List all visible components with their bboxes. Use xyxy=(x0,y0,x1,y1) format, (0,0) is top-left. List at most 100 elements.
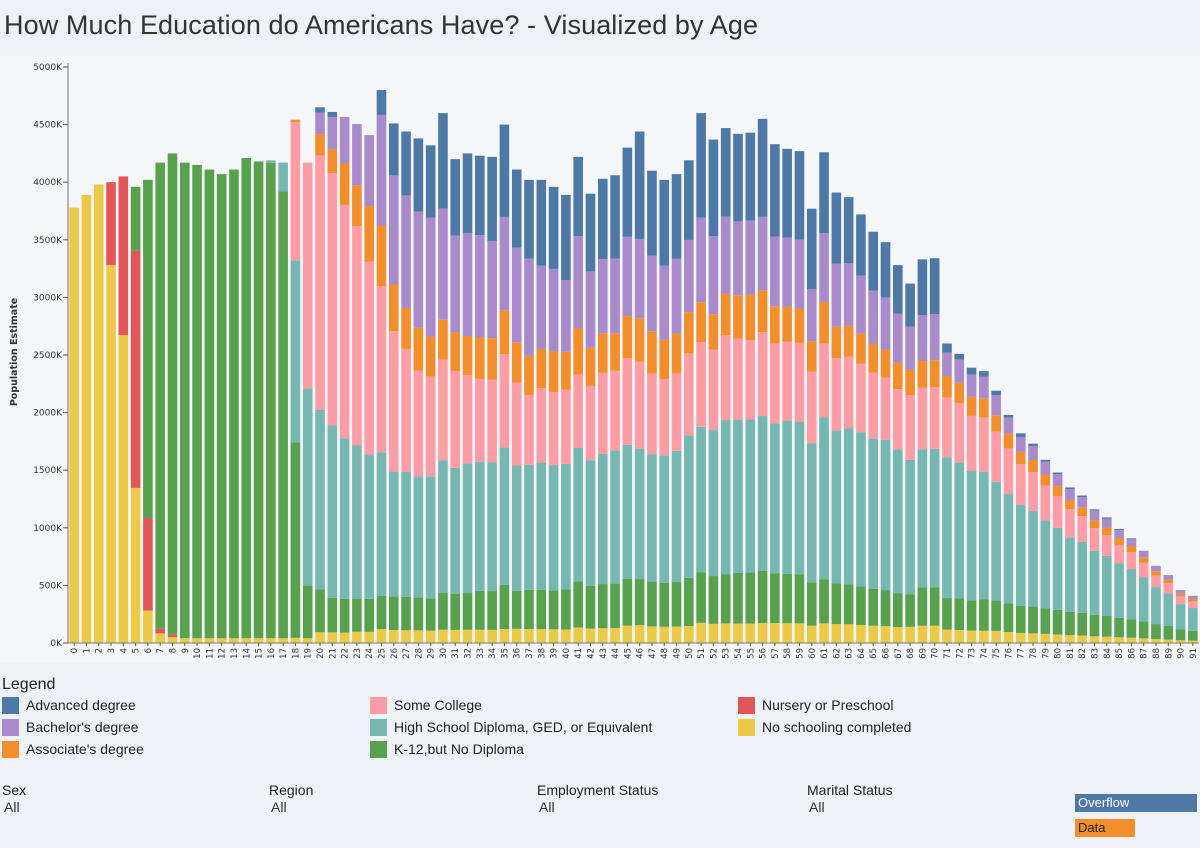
bar-stack-age-56[interactable] xyxy=(757,118,768,643)
bar-segment[interactable] xyxy=(327,597,338,633)
bar-segment[interactable] xyxy=(954,629,965,643)
bar-segment[interactable] xyxy=(819,579,829,624)
bar-segment[interactable] xyxy=(511,382,522,466)
bar-segment[interactable] xyxy=(929,258,940,315)
bar-segment[interactable] xyxy=(1188,599,1198,602)
bar-segment[interactable] xyxy=(843,356,854,429)
bar-segment[interactable] xyxy=(1052,472,1063,475)
bar-segment[interactable] xyxy=(684,160,694,240)
bar-segment[interactable] xyxy=(991,390,1001,395)
filter-employment-status[interactable]: Employment Status All xyxy=(537,782,787,816)
bar-segment[interactable] xyxy=(708,139,719,237)
bar-segment[interactable] xyxy=(720,420,731,575)
bar-segment[interactable] xyxy=(942,343,952,353)
bar-segment[interactable] xyxy=(880,242,891,298)
bar-segment[interactable] xyxy=(806,625,817,643)
bar-segment[interactable] xyxy=(917,449,928,588)
bar-segment[interactable] xyxy=(1188,601,1198,609)
bar-segment[interactable] xyxy=(671,258,682,334)
bar-segment[interactable] xyxy=(708,349,719,431)
bar-segment[interactable] xyxy=(339,116,350,164)
bar-segment[interactable] xyxy=(511,465,522,591)
bar-segment[interactable] xyxy=(942,376,952,398)
bar-segment[interactable] xyxy=(1163,583,1174,594)
bar-segment[interactable] xyxy=(942,629,952,643)
bar-segment[interactable] xyxy=(450,371,461,468)
bar-segment[interactable] xyxy=(278,162,288,192)
bar-segment[interactable] xyxy=(733,221,743,296)
bar-segment[interactable] xyxy=(376,114,387,226)
bar-segment[interactable] xyxy=(204,169,215,639)
bar-stack-age-37[interactable] xyxy=(524,179,534,643)
bar-segment[interactable] xyxy=(1040,459,1051,462)
bar-segment[interactable] xyxy=(1089,510,1100,521)
bar-segment[interactable] xyxy=(1114,544,1124,564)
bar-segment[interactable] xyxy=(671,174,682,259)
bar-segment[interactable] xyxy=(745,419,756,573)
bar-segment[interactable] xyxy=(487,462,497,591)
bar-segment[interactable] xyxy=(733,338,743,420)
bar-segment[interactable] xyxy=(487,156,497,241)
bar-segment[interactable] xyxy=(684,577,694,627)
bar-segment[interactable] xyxy=(1138,557,1149,563)
bar-stack-age-83[interactable] xyxy=(1089,509,1100,643)
bar-segment[interactable] xyxy=(548,268,559,352)
bar-stack-age-39[interactable] xyxy=(548,186,559,643)
bar-segment[interactable] xyxy=(868,625,879,643)
bar-segment[interactable] xyxy=(745,340,756,420)
bar-segment[interactable] xyxy=(696,426,706,573)
bar-segment[interactable] xyxy=(1126,619,1137,638)
bar-stack-age-8[interactable] xyxy=(167,153,178,643)
bar-segment[interactable] xyxy=(339,438,350,599)
bar-segment[interactable] xyxy=(438,359,448,461)
bar-stack-age-20[interactable] xyxy=(315,107,325,643)
bar-segment[interactable] xyxy=(622,444,633,579)
bar-segment[interactable] xyxy=(684,435,694,578)
bar-segment[interactable] xyxy=(290,122,301,261)
bar-segment[interactable] xyxy=(856,275,866,334)
bar-segment[interactable] xyxy=(979,630,989,643)
bar-segment[interactable] xyxy=(831,430,842,584)
bar-stack-age-51[interactable] xyxy=(696,113,706,643)
bar-segment[interactable] xyxy=(733,295,743,339)
bar-segment[interactable] xyxy=(1003,494,1014,604)
bar-segment[interactable] xyxy=(708,236,719,315)
bar-segment[interactable] xyxy=(696,113,706,218)
bar-segment[interactable] xyxy=(573,447,583,582)
bar-segment[interactable] xyxy=(229,638,239,643)
bar-stack-age-11[interactable] xyxy=(204,169,215,643)
bar-segment[interactable] xyxy=(573,374,583,448)
bar-segment[interactable] xyxy=(929,587,940,626)
bar-segment[interactable] xyxy=(536,462,547,590)
bar-segment[interactable] xyxy=(155,633,165,643)
bar-segment[interactable] xyxy=(843,584,854,625)
bar-segment[interactable] xyxy=(880,590,891,627)
bar-segment[interactable] xyxy=(364,598,374,632)
bar-segment[interactable] xyxy=(106,182,116,266)
bar-segment[interactable] xyxy=(671,626,682,643)
bar-segment[interactable] xyxy=(1040,461,1051,475)
bar-segment[interactable] xyxy=(696,217,706,303)
bar-segment[interactable] xyxy=(1040,608,1051,634)
bar-segment[interactable] xyxy=(585,347,596,387)
bar-segment[interactable] xyxy=(315,134,325,156)
bar-segment[interactable] xyxy=(782,623,792,643)
bar-segment[interactable] xyxy=(475,629,485,643)
bar-segment[interactable] xyxy=(745,220,756,295)
bar-segment[interactable] xyxy=(1089,550,1100,615)
legend-item[interactable]: Some College xyxy=(370,696,482,714)
bar-segment[interactable] xyxy=(954,382,965,403)
bar-segment[interactable] xyxy=(905,459,915,595)
bar-segment[interactable] xyxy=(954,353,965,360)
bar-segment[interactable] xyxy=(376,286,387,453)
bar-segment[interactable] xyxy=(597,454,608,585)
bar-segment[interactable] xyxy=(1003,414,1014,418)
bar-segment[interactable] xyxy=(1015,451,1026,465)
bar-segment[interactable] xyxy=(794,342,805,422)
bar-segment[interactable] xyxy=(462,336,473,376)
bar-segment[interactable] xyxy=(585,271,596,348)
bar-segment[interactable] xyxy=(1175,593,1186,597)
bar-segment[interactable] xyxy=(81,194,92,643)
legend-item[interactable]: Nursery or Preschool xyxy=(738,696,894,714)
bar-segment[interactable] xyxy=(843,428,854,585)
